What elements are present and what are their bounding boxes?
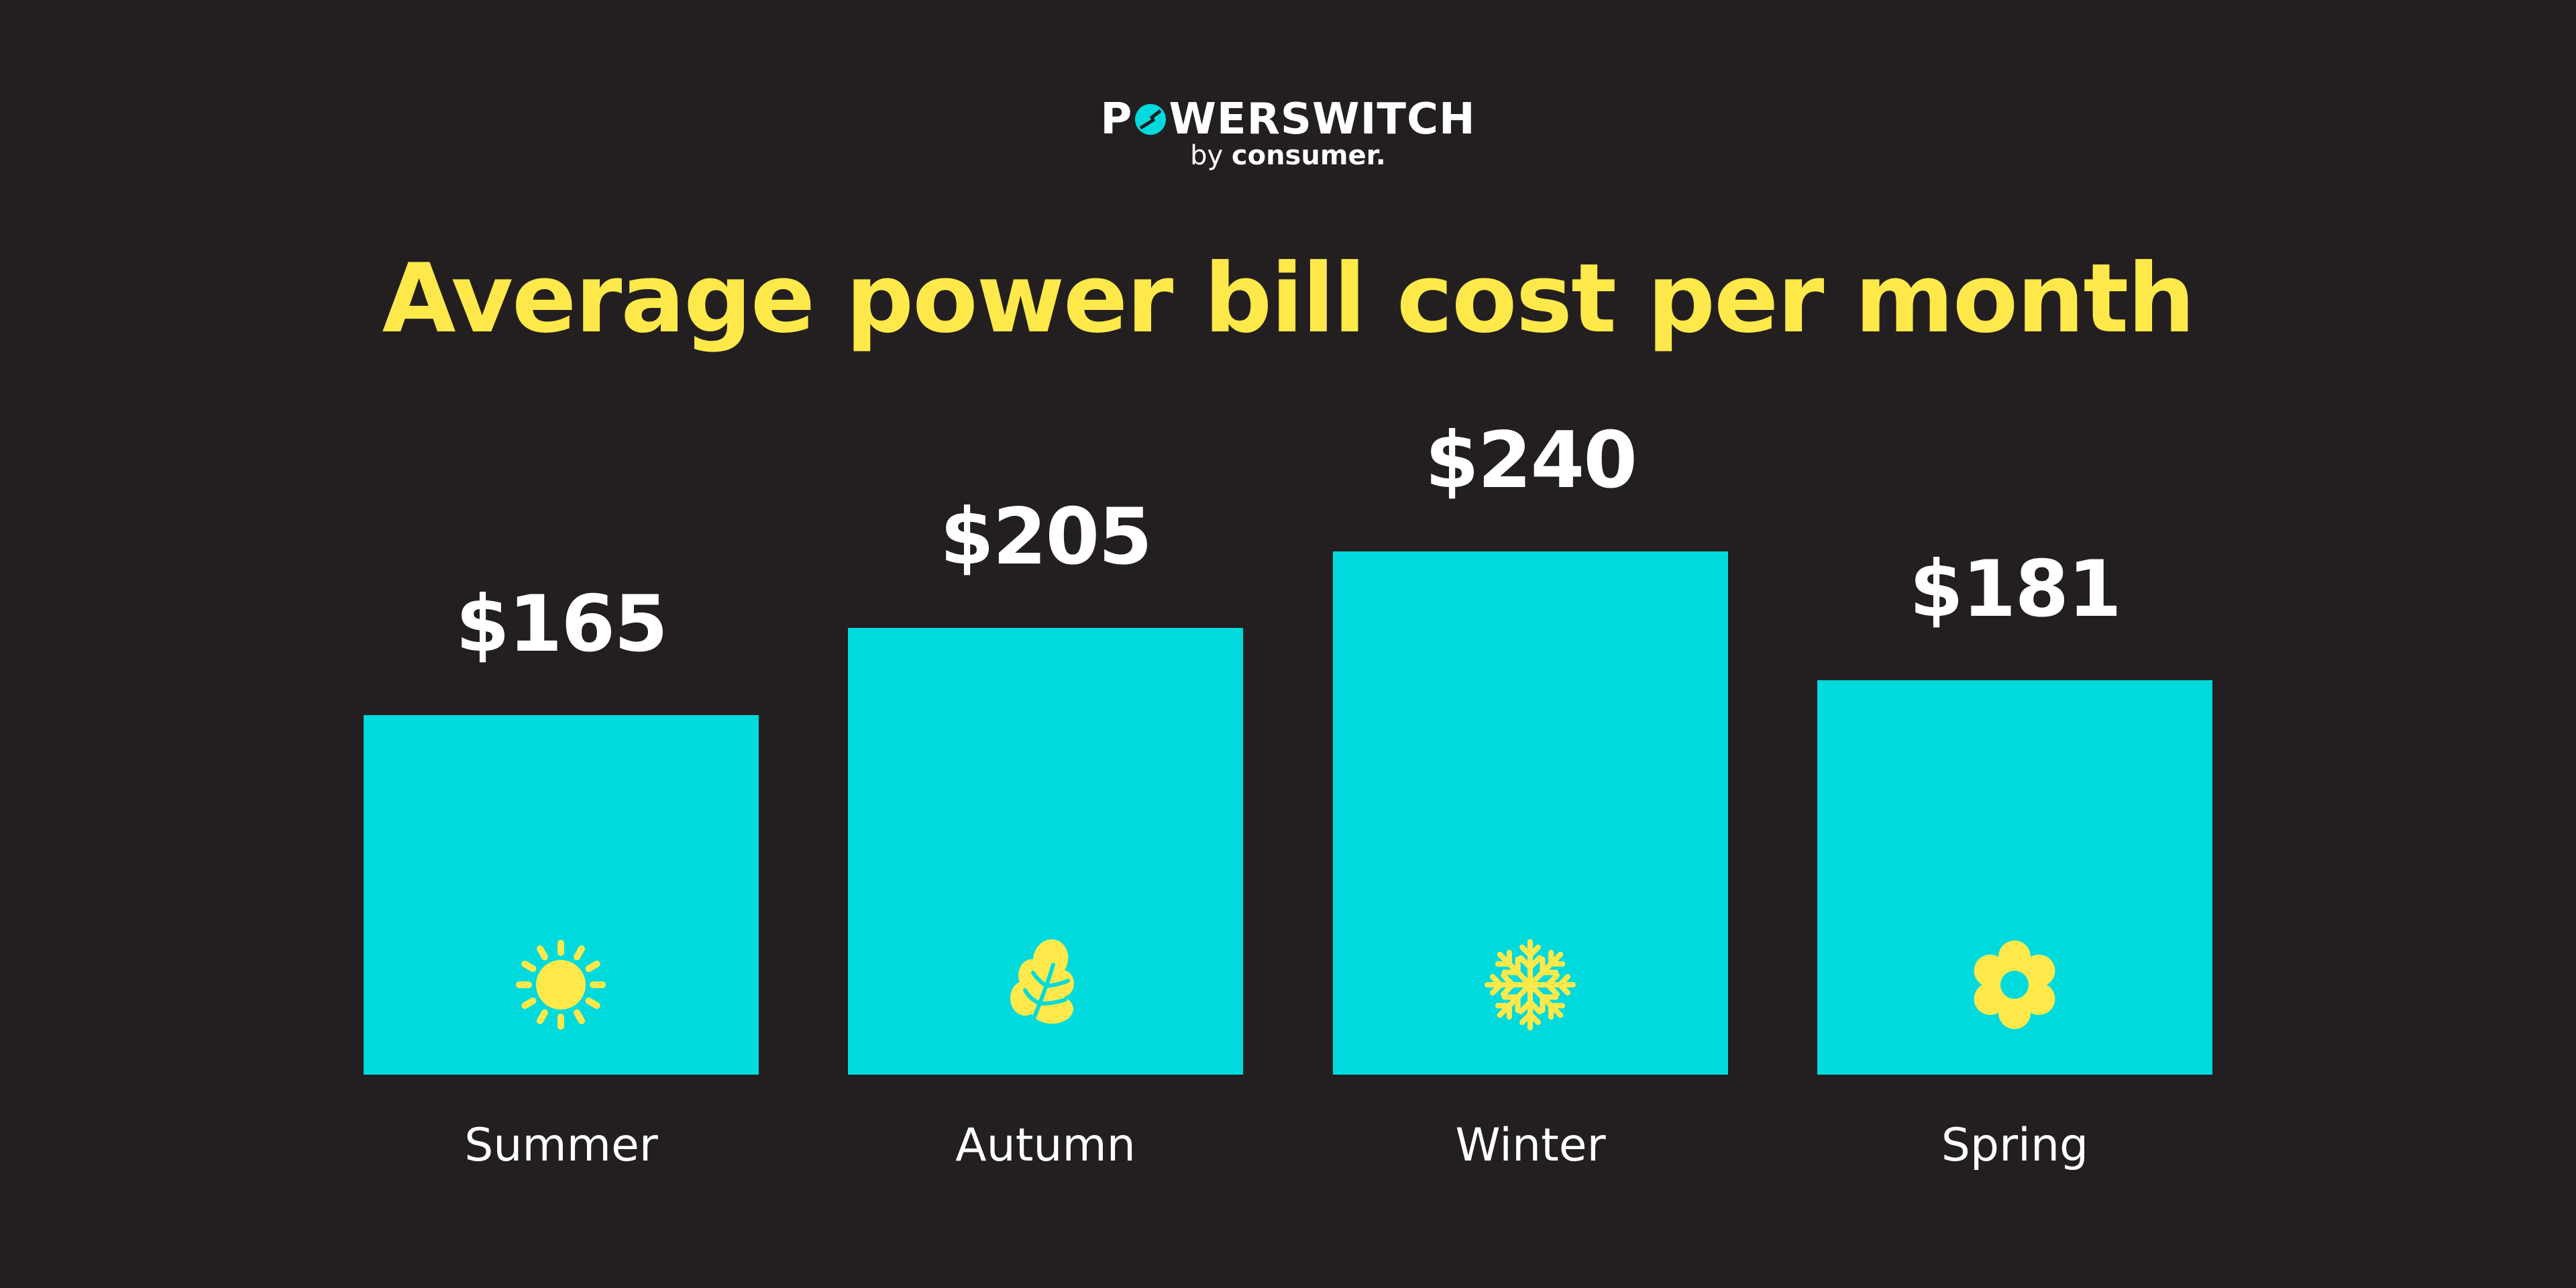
powerswitch-logo: P WERSWITCH by consumer. [0, 95, 2576, 170]
chart-title: Average power bill cost per month [382, 244, 2196, 354]
value-label: $205 [940, 492, 1152, 582]
category-label: Spring [1941, 1119, 2089, 1172]
value-label: $165 [455, 579, 668, 669]
logo-tagline: by consumer. [0, 141, 2576, 170]
value-label: $181 [1909, 544, 2122, 635]
logo-text-rest: WERSWITCH [1169, 95, 1476, 144]
logo-wordmark: P WERSWITCH [1100, 95, 1476, 144]
leaf-icon [998, 938, 1092, 1032]
logo-consumer: consumer. [1231, 140, 1386, 171]
bar-group-autumn: $205 Autum [848, 0, 1243, 1172]
flower-icon [1968, 938, 2061, 1032]
category-label: Autumn [955, 1119, 1136, 1172]
bar-group-summer: $165 Sum [364, 0, 759, 1172]
sun-icon [514, 938, 608, 1032]
logo-text-p: P [1100, 95, 1133, 144]
logo-power-switch-icon [1134, 103, 1167, 136]
bar-group-spring: $181 Spring [1817, 0, 2212, 1172]
logo-by: by [1190, 140, 1224, 171]
bar-group-winter: $240 [1333, 0, 1728, 1172]
category-label: Summer [464, 1119, 658, 1172]
snowflake-icon [1483, 938, 1577, 1032]
category-label: Winter [1455, 1119, 1606, 1172]
value-label: $240 [1425, 415, 1638, 506]
